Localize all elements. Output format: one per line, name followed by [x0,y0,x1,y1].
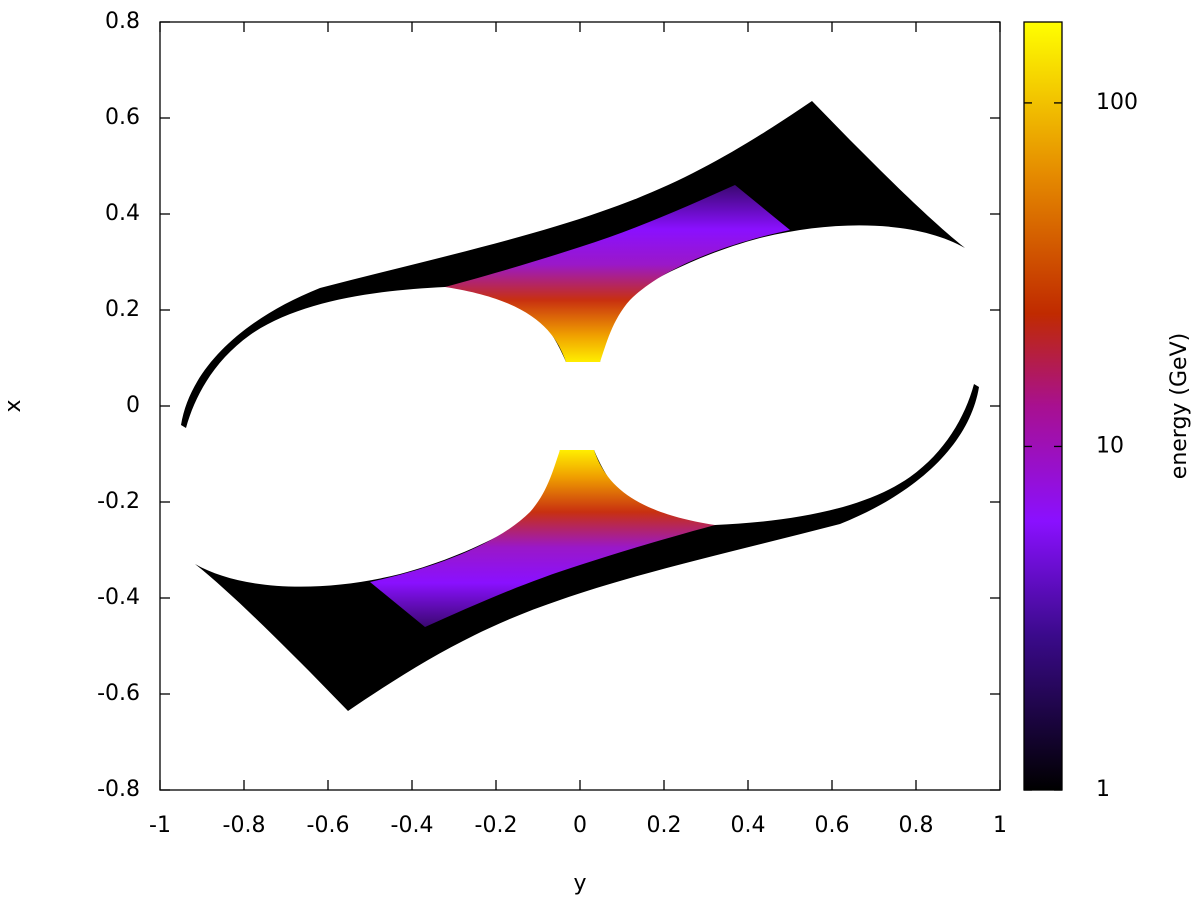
y-tick-label: 0.6 [105,105,140,130]
x-tick-label: 0.2 [647,813,682,838]
x-tick-label: 0 [573,813,587,838]
y-tick-label: 0.2 [105,297,140,322]
colorbar-tick-label: 10 [1096,433,1124,458]
x-tick-label: -1 [149,813,171,838]
data-region [181,101,979,711]
x-tick-label: 0.8 [899,813,934,838]
x-tick-label: 1 [993,813,1007,838]
colorbar-tick-label: 1 [1096,777,1110,802]
y-tick-label: 0 [126,393,140,418]
y-axis-label: x [1,399,26,412]
y-tick-label: 0.8 [105,9,140,34]
x-tick-label: -0.4 [391,813,434,838]
colorbar-tick-label: 100 [1096,90,1138,115]
x-tick-label: 0.4 [731,813,766,838]
y-tick-label: -0.8 [97,777,140,802]
plot-frame [159,21,1001,791]
y-tick-label: -0.2 [97,489,140,514]
y-tick-label: -0.6 [97,681,140,706]
y-tick-label: 0.4 [105,201,140,226]
colorbar [1023,21,1063,791]
colorbar-label: energy (GeV) [1167,333,1192,479]
x-tick-label: -0.8 [223,813,266,838]
x-tick-label: -0.6 [307,813,350,838]
y-tick-label: -0.4 [97,585,140,610]
x-axis-label: y [573,871,586,896]
x-tick-label: -0.2 [475,813,518,838]
x-tick-label: 0.6 [815,813,850,838]
